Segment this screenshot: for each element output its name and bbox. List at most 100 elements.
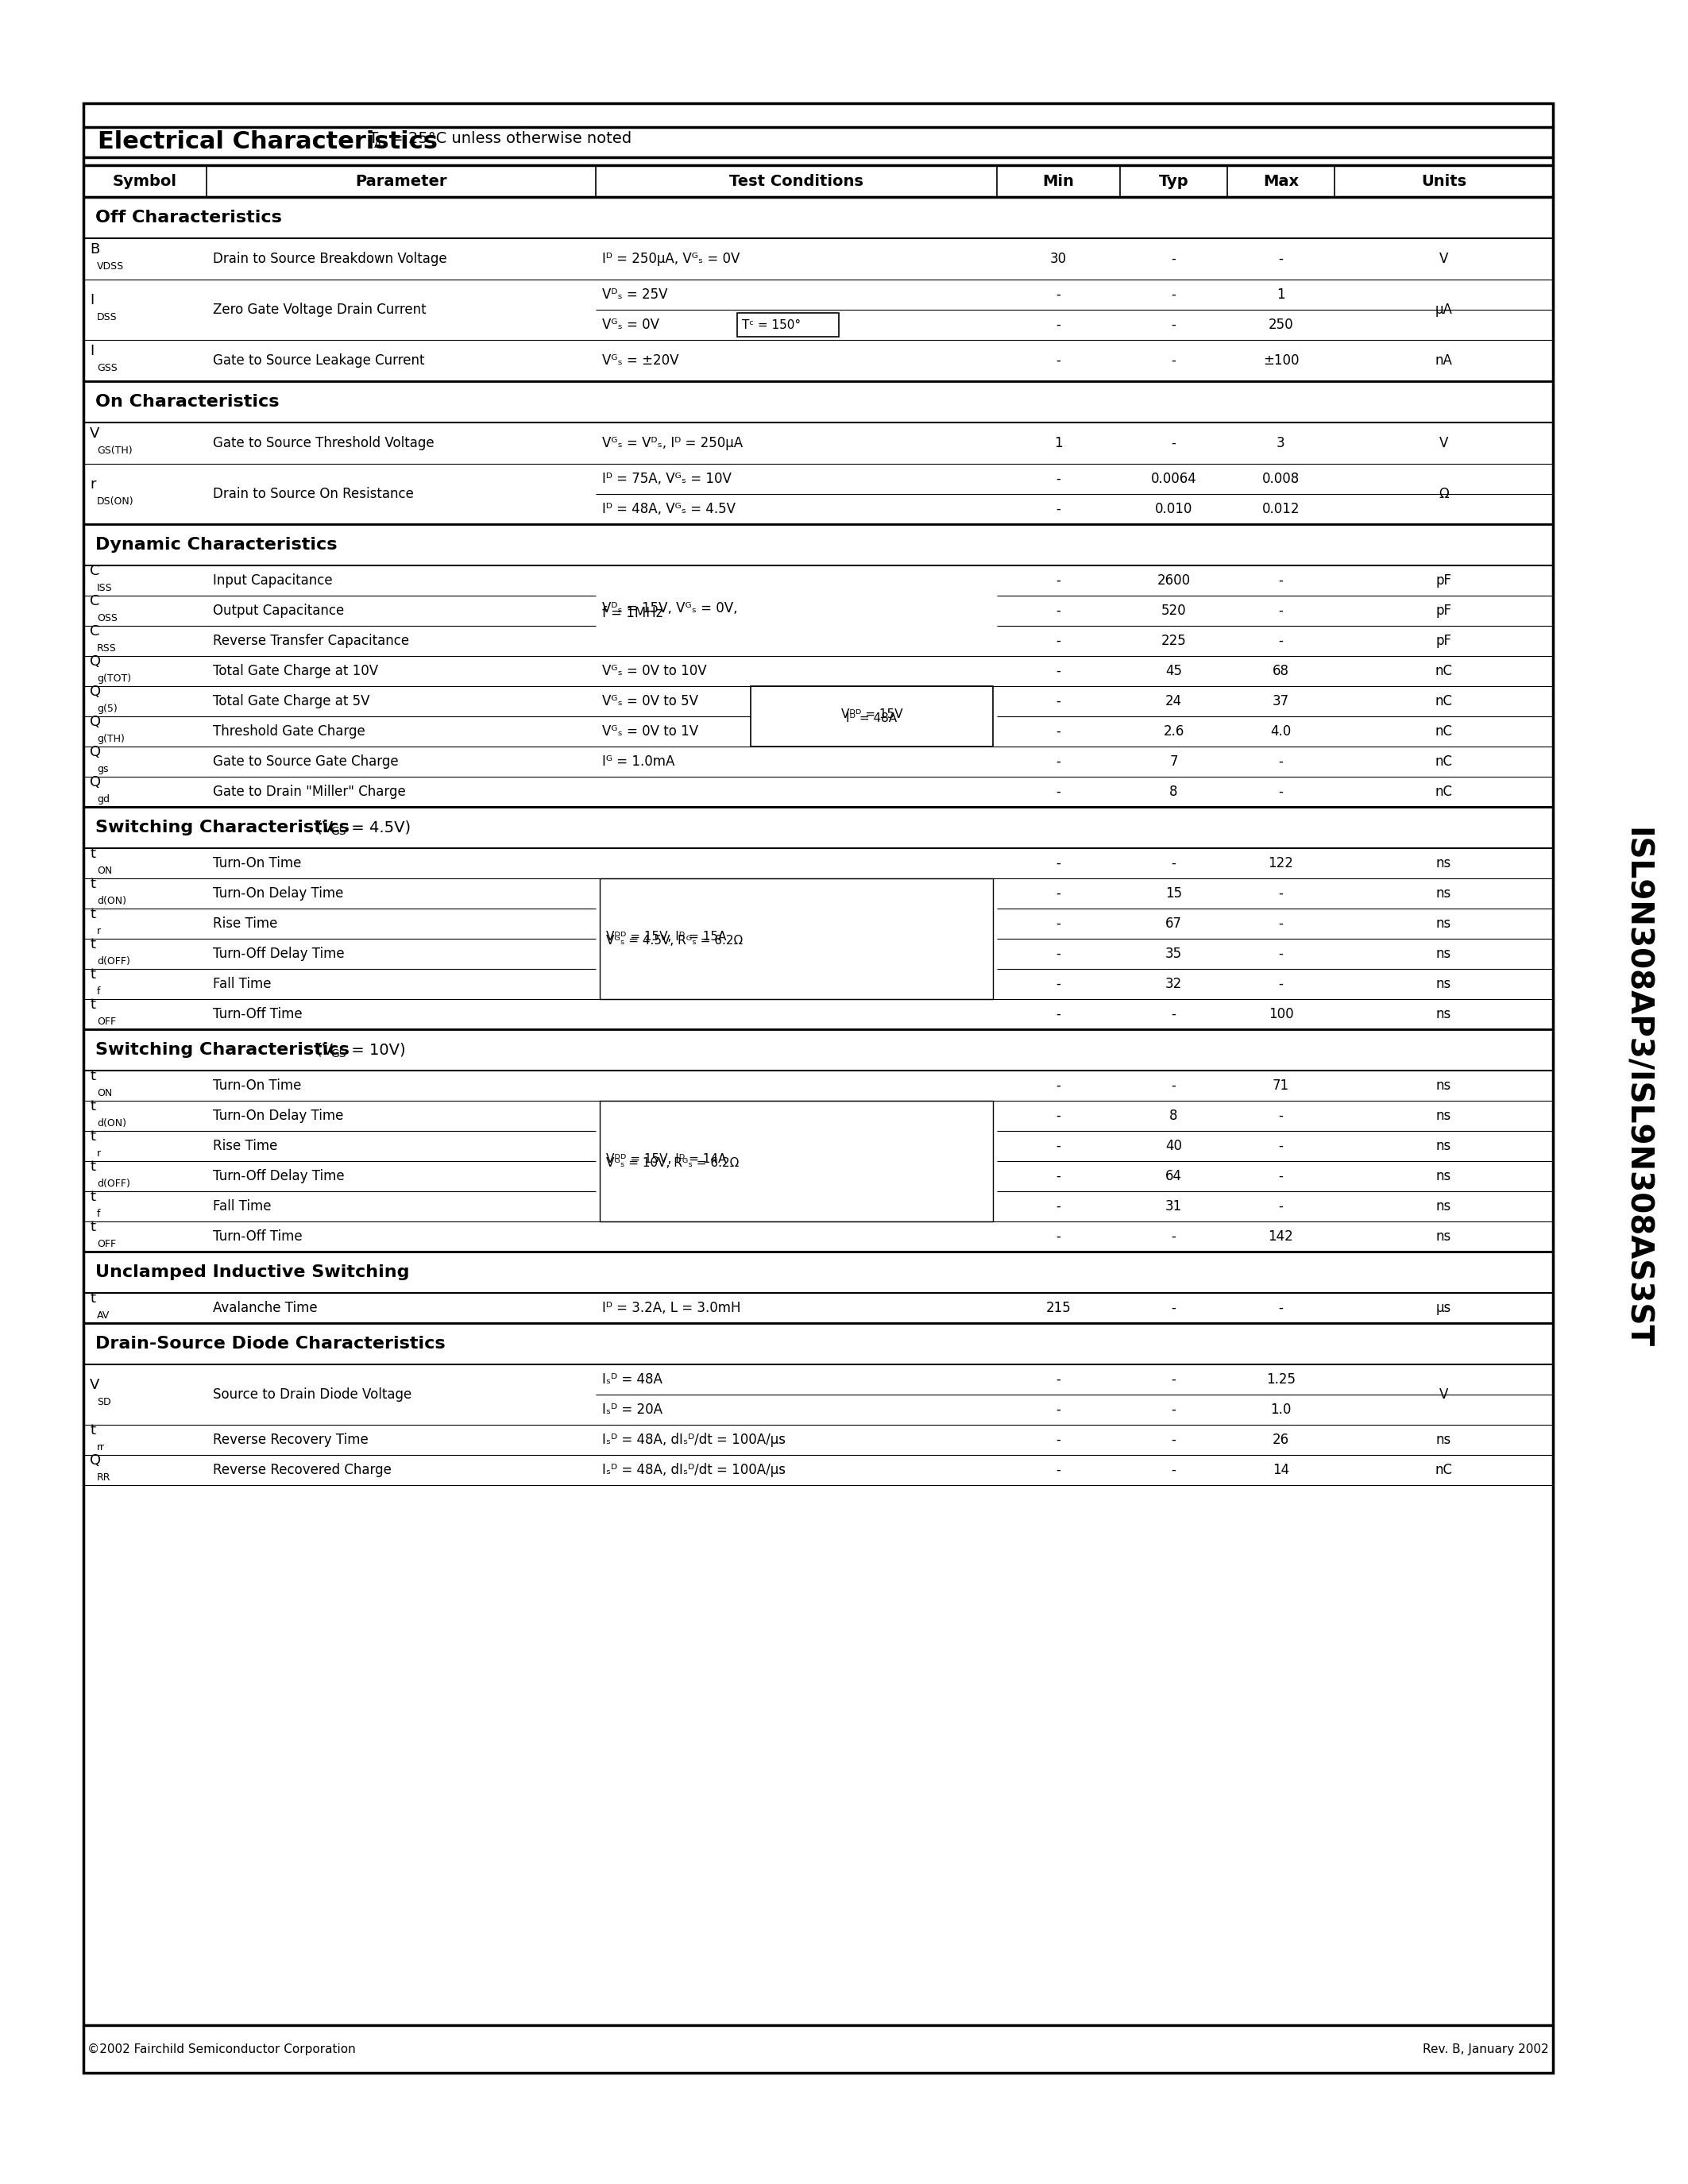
Text: ±100: ±100 — [1263, 354, 1300, 367]
Text: μA: μA — [1435, 304, 1452, 317]
Text: f: f — [96, 987, 101, 996]
Text: nC: nC — [1435, 664, 1452, 679]
Text: Q: Q — [89, 775, 101, 788]
Text: nC: nC — [1435, 1463, 1452, 1476]
Text: f = 1MHz: f = 1MHz — [603, 605, 663, 620]
Text: -: - — [1057, 917, 1060, 930]
Bar — [599, 878, 993, 998]
Text: -: - — [1171, 1007, 1177, 1022]
Text: g(TOT): g(TOT) — [96, 673, 132, 684]
Text: V: V — [1440, 437, 1448, 450]
Text: -: - — [1171, 317, 1177, 332]
Text: RR: RR — [96, 1472, 111, 1483]
Text: -: - — [1057, 976, 1060, 992]
Text: Vᴰᴰ = 15V, Iᴰ = 15A: Vᴰᴰ = 15V, Iᴰ = 15A — [606, 930, 726, 943]
Text: 26: 26 — [1273, 1433, 1290, 1448]
Text: Avalanche Time: Avalanche Time — [213, 1302, 317, 1315]
Text: On Characteristics: On Characteristics — [95, 393, 279, 411]
Text: -: - — [1171, 1230, 1177, 1243]
Text: 7: 7 — [1170, 753, 1178, 769]
Text: 1: 1 — [1276, 288, 1285, 301]
Text: nC: nC — [1435, 753, 1452, 769]
Text: gs: gs — [96, 764, 108, 775]
Text: ©2002 Fairchild Semiconductor Corporation: ©2002 Fairchild Semiconductor Corporatio… — [88, 2042, 356, 2055]
Text: t: t — [89, 1291, 95, 1306]
Text: = 10V): = 10V) — [346, 1042, 405, 1057]
Text: -: - — [1278, 917, 1283, 930]
Text: 64: 64 — [1165, 1168, 1182, 1184]
Text: ns: ns — [1436, 1433, 1452, 1448]
Text: B: B — [89, 242, 100, 256]
Text: 45: 45 — [1165, 664, 1182, 679]
Text: Unclamped Inductive Switching: Unclamped Inductive Switching — [95, 1265, 410, 1280]
Text: ns: ns — [1436, 1109, 1452, 1123]
Text: -: - — [1057, 695, 1060, 708]
Text: -: - — [1278, 784, 1283, 799]
Text: ISS: ISS — [96, 583, 113, 594]
Text: Rise Time: Rise Time — [213, 1138, 277, 1153]
Text: -: - — [1171, 1079, 1177, 1092]
Text: Iᴰ = 48A: Iᴰ = 48A — [846, 712, 898, 725]
Text: ns: ns — [1436, 976, 1452, 992]
Text: = 25°C unless otherwise noted: = 25°C unless otherwise noted — [385, 131, 631, 146]
Text: Vᴰₛ = 15V, Vᴳₛ = 0V,: Vᴰₛ = 15V, Vᴳₛ = 0V, — [603, 601, 738, 616]
Text: Electrical Characteristics: Electrical Characteristics — [98, 129, 437, 153]
Text: ns: ns — [1436, 887, 1452, 900]
Text: Parameter: Parameter — [354, 173, 447, 188]
Text: -: - — [1171, 288, 1177, 301]
Text: t: t — [89, 1190, 95, 1203]
Text: Q: Q — [89, 655, 101, 668]
Text: Ω: Ω — [1438, 487, 1448, 500]
Text: -: - — [1057, 1079, 1060, 1092]
Text: V: V — [1440, 251, 1448, 266]
Text: Typ: Typ — [1158, 173, 1188, 188]
Text: t: t — [89, 876, 95, 891]
Text: pF: pF — [1436, 633, 1452, 649]
Text: g(5): g(5) — [96, 703, 118, 714]
Text: Output Capacitance: Output Capacitance — [213, 603, 344, 618]
Text: Off Characteristics: Off Characteristics — [95, 210, 282, 225]
Text: (V: (V — [311, 819, 333, 834]
Text: Switching Characteristics: Switching Characteristics — [95, 1042, 349, 1057]
Text: 15: 15 — [1165, 887, 1182, 900]
Text: -: - — [1057, 784, 1060, 799]
Text: -: - — [1278, 1302, 1283, 1315]
Text: r: r — [96, 1149, 101, 1160]
Text: 225: 225 — [1161, 633, 1187, 649]
Text: -: - — [1278, 251, 1283, 266]
Text: C: C — [89, 594, 100, 609]
Text: t: t — [89, 1129, 95, 1144]
Text: Switching Characteristics: Switching Characteristics — [95, 819, 349, 836]
Text: -: - — [1171, 1463, 1177, 1476]
Text: -: - — [1057, 946, 1060, 961]
Text: V: V — [89, 426, 100, 441]
Text: 1.25: 1.25 — [1266, 1372, 1296, 1387]
Text: t: t — [89, 968, 95, 981]
Text: Dynamic Characteristics: Dynamic Characteristics — [95, 537, 338, 553]
Text: -: - — [1278, 633, 1283, 649]
Text: Reverse Recovered Charge: Reverse Recovered Charge — [213, 1463, 392, 1476]
Text: d(ON): d(ON) — [96, 1118, 127, 1129]
Text: -: - — [1057, 1109, 1060, 1123]
Text: nC: nC — [1435, 784, 1452, 799]
Text: Turn-Off Delay Time: Turn-Off Delay Time — [213, 1168, 344, 1184]
Text: -: - — [1171, 1302, 1177, 1315]
Text: Turn-On Time: Turn-On Time — [213, 1079, 302, 1092]
Text: ns: ns — [1436, 1079, 1452, 1092]
Text: -: - — [1057, 1007, 1060, 1022]
Text: t: t — [89, 847, 95, 860]
Text: Units: Units — [1421, 173, 1467, 188]
Text: 3: 3 — [1276, 437, 1285, 450]
Text: 37: 37 — [1273, 695, 1290, 708]
Text: = 4.5V): = 4.5V) — [346, 819, 410, 834]
Text: Turn-On Delay Time: Turn-On Delay Time — [213, 887, 343, 900]
Text: -: - — [1057, 574, 1060, 587]
Text: 8: 8 — [1170, 1109, 1178, 1123]
Text: 31: 31 — [1165, 1199, 1182, 1214]
Text: 32: 32 — [1165, 976, 1182, 992]
Text: -: - — [1278, 1168, 1283, 1184]
Text: ns: ns — [1436, 1168, 1452, 1184]
Text: Rise Time: Rise Time — [213, 917, 277, 930]
Text: d(OFF): d(OFF) — [96, 957, 130, 968]
Text: -: - — [1171, 1433, 1177, 1448]
